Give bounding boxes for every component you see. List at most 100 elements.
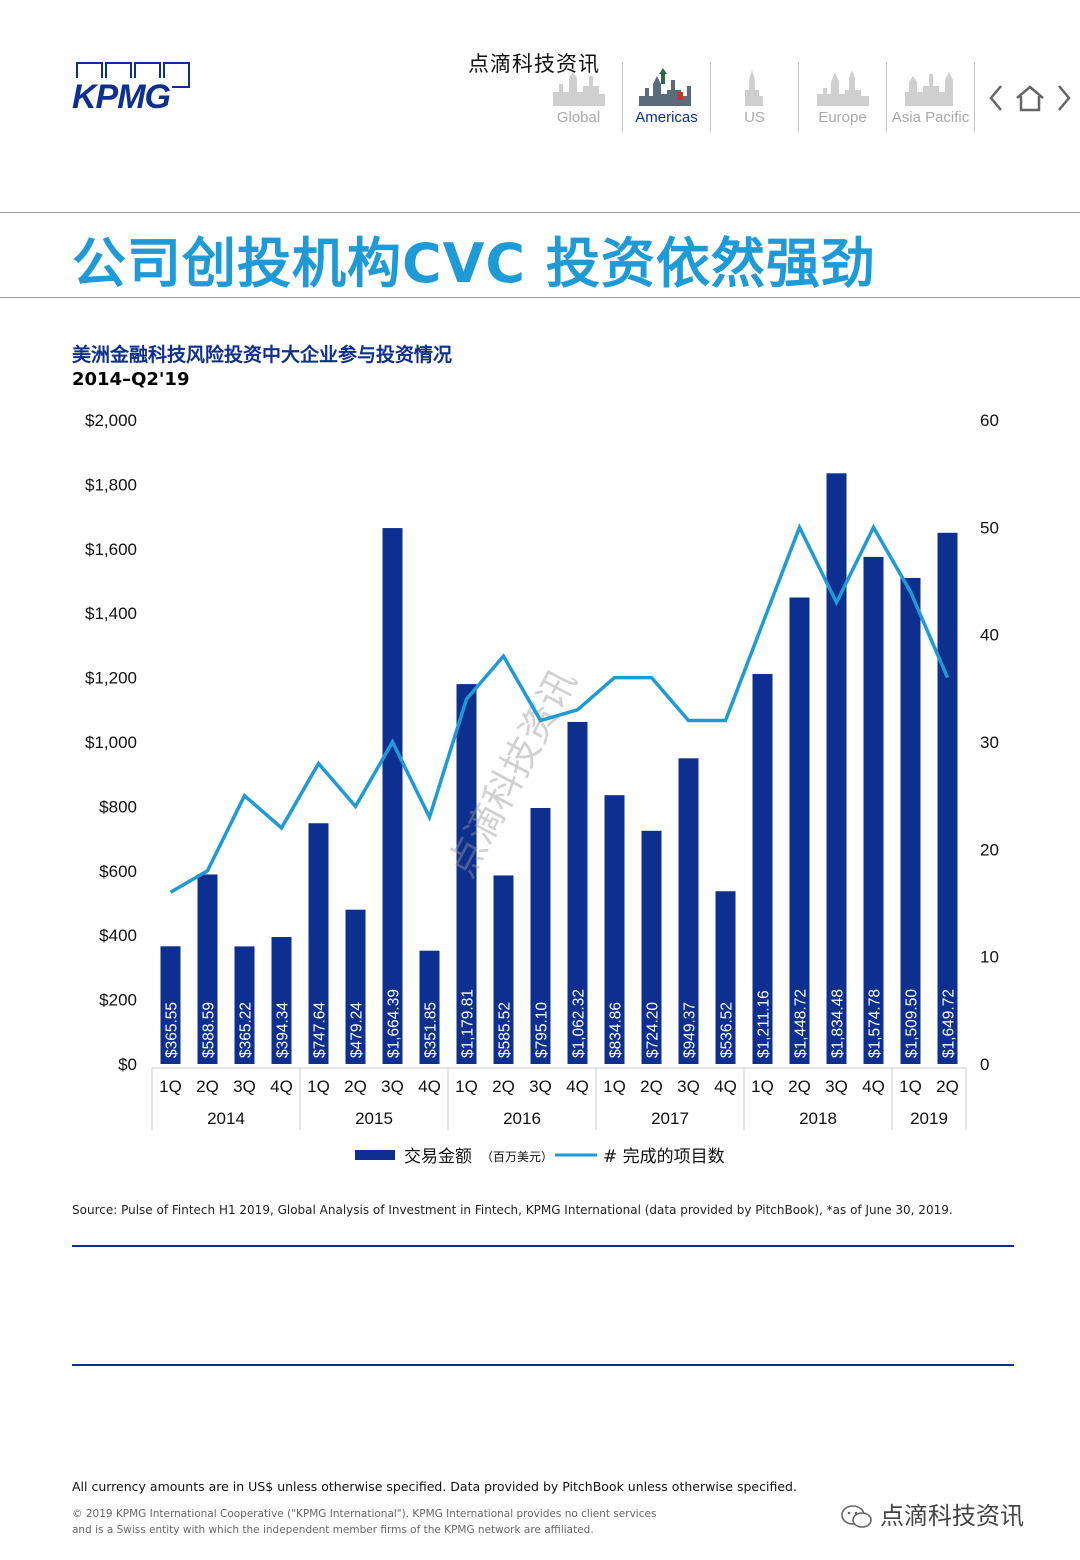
nav-arrows xyxy=(989,85,1071,112)
x-tick-label: 1Q xyxy=(455,1077,478,1096)
x-tick-label: 1Q xyxy=(159,1077,182,1096)
legend-label-line: # 完成的项目数 xyxy=(603,1147,725,1167)
page-title: 公司创投机构CVC 投资依然强劲 xyxy=(72,232,876,295)
bar-value-label: $1,062.32 xyxy=(571,989,588,1058)
x-tick-label: 2Q xyxy=(196,1077,219,1096)
y-left-tick-label: $600 xyxy=(99,862,137,881)
bar-line-chart: $0 $200 $400 $600 $800 $1,000 $1,200 $1,400 $1,6… xyxy=(85,411,999,1167)
bar xyxy=(382,528,403,1064)
year-group-label: 2018 xyxy=(799,1109,837,1128)
x-tick-label: 3Q xyxy=(825,1077,848,1096)
y-left-tick-label: $800 xyxy=(99,797,137,816)
legend-label-bars: 交易金额 xyxy=(404,1147,472,1167)
bar xyxy=(937,532,958,1064)
y-left-tick-label: $200 xyxy=(99,991,137,1010)
bar-value-label: $1,834.48 xyxy=(830,989,847,1058)
divider-rule xyxy=(72,1245,1014,1247)
asia-pacific-skyline-icon xyxy=(905,72,953,106)
bar xyxy=(160,946,181,1064)
y-left-tick-label: $400 xyxy=(99,926,137,945)
legend-label-bars-unit: （百万美元） xyxy=(481,1150,553,1164)
region-label: Asia Pacific xyxy=(891,109,970,126)
x-tick-label: 2Q xyxy=(492,1077,515,1096)
region-tab-us[interactable]: US xyxy=(711,62,799,132)
y-right-tick-label: 30 xyxy=(980,733,999,752)
bar-value-label: $747.64 xyxy=(312,1002,329,1058)
chevron-right-icon[interactable] xyxy=(1058,85,1071,111)
y-left-tick-label: $0 xyxy=(118,1055,137,1074)
bar-value-label: $1,211.16 xyxy=(756,990,773,1058)
chevron-left-icon[interactable] xyxy=(989,85,1002,111)
bar xyxy=(345,909,366,1064)
y-left-tick-label: $1,400 xyxy=(85,604,137,623)
bar xyxy=(715,891,736,1064)
bar-value-label: $1,509.50 xyxy=(904,989,921,1058)
americas-skyline-icon xyxy=(639,68,691,106)
region-tab-americas[interactable]: Americas xyxy=(623,62,711,132)
bar xyxy=(900,577,921,1064)
y-right-tick-label: 10 xyxy=(980,948,999,967)
year-group-label: 2017 xyxy=(651,1109,689,1128)
bar xyxy=(271,937,292,1064)
currency-note: All currency amounts are in US$ unless o… xyxy=(72,1479,797,1494)
bar xyxy=(641,830,662,1064)
x-tick-label: 4Q xyxy=(270,1077,293,1096)
logo-text: KPMG xyxy=(70,78,172,117)
bar-value-label: $351.85 xyxy=(423,1002,440,1058)
chart-subtitle: 2014–Q2'19 xyxy=(72,369,190,390)
x-tick-label: 4Q xyxy=(566,1077,589,1096)
y-right-tick-label: 40 xyxy=(980,626,999,645)
y-right-tick-label: 0 xyxy=(980,1055,989,1074)
region-label: Global xyxy=(556,109,601,126)
bar xyxy=(197,874,218,1064)
bar xyxy=(530,807,551,1064)
wechat-badge: 点滴科技资讯 xyxy=(840,1496,1024,1531)
bar-value-label: $394.34 xyxy=(275,1002,292,1058)
y-left-tick-label: $1,800 xyxy=(85,475,137,494)
bar xyxy=(567,721,588,1064)
y-left-tick-label: $1,600 xyxy=(85,540,137,559)
x-tick-label: 3Q xyxy=(233,1077,256,1096)
y-left-tick-label: $2,000 xyxy=(85,411,137,430)
us-skyline-icon xyxy=(745,70,763,106)
wechat-label: 点滴科技资讯 xyxy=(880,1502,1024,1530)
region-tab-asia-pacific[interactable]: Asia Pacific xyxy=(887,62,975,132)
x-tick-label: 3Q xyxy=(529,1077,552,1096)
bar-value-label: $1,448.72 xyxy=(793,989,810,1058)
bar xyxy=(789,597,810,1064)
bar xyxy=(863,556,884,1064)
x-tick-label: 3Q xyxy=(677,1077,700,1096)
x-tick-label: 4Q xyxy=(862,1077,885,1096)
bar xyxy=(234,946,255,1064)
y-right-tick-label: 20 xyxy=(980,840,999,859)
source-note: Source: Pulse of Fintech H1 2019, Global… xyxy=(72,1203,953,1217)
year-group-label: 2019 xyxy=(910,1109,948,1128)
chart-title: 美洲金融科技风险投资中大企业参与投资情况 xyxy=(72,344,453,366)
y-right-tick-label: 50 xyxy=(980,518,999,537)
bar-value-label: $585.52 xyxy=(497,1002,514,1058)
x-tick-label: 2Q xyxy=(936,1077,959,1096)
bar xyxy=(493,875,514,1064)
x-tick-label: 1Q xyxy=(751,1077,774,1096)
bar xyxy=(308,823,329,1064)
y-left-tick-label: $1,000 xyxy=(85,733,137,752)
bar-value-label: $1,574.78 xyxy=(867,989,884,1058)
x-tick-label: 1Q xyxy=(603,1077,626,1096)
region-tab-global[interactable]: Global xyxy=(535,62,623,132)
x-tick-label: 1Q xyxy=(899,1077,922,1096)
region-label: US xyxy=(744,109,765,126)
bar-value-label: $1,649.72 xyxy=(941,989,958,1058)
copyright-text: © 2019 KPMG International Cooperative ("… xyxy=(72,1508,657,1536)
x-tick-label: 3Q xyxy=(381,1077,404,1096)
region-tab-europe[interactable]: Europe xyxy=(799,62,887,132)
divider-rule xyxy=(72,1364,1014,1366)
home-icon[interactable] xyxy=(1016,85,1044,112)
line-series-deal-count xyxy=(169,522,950,894)
x-tick-label: 2Q xyxy=(344,1077,367,1096)
region-nav: Global Americas US Europe Asia Pacific xyxy=(535,62,975,132)
bar xyxy=(456,684,477,1064)
kpmg-logo: KPMG xyxy=(70,62,192,117)
bar xyxy=(752,674,773,1064)
bar-value-label: $365.55 xyxy=(164,1002,181,1058)
x-tick-label: 1Q xyxy=(307,1077,330,1096)
